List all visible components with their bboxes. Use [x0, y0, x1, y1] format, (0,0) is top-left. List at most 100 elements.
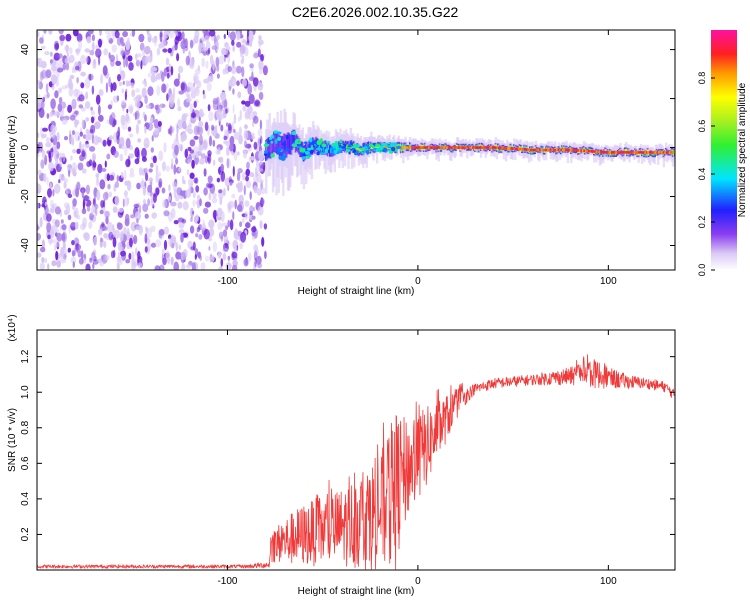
noise-blob: [244, 200, 250, 207]
noise-blob: [91, 160, 97, 171]
signal-halo: [310, 131, 314, 180]
noise-blob: [133, 234, 138, 245]
noise-blob: [40, 101, 45, 109]
noise-blob: [60, 246, 65, 258]
noise-blob: [204, 35, 210, 42]
noise-blob: [51, 84, 55, 91]
noise-blob: [102, 139, 107, 147]
noise-blob: [238, 194, 244, 205]
noise-blob: [202, 90, 205, 95]
signal-peak: [458, 146, 462, 149]
noise-blob: [213, 129, 217, 137]
noise-blob: [147, 72, 151, 78]
noise-blob: [125, 80, 129, 87]
signal-blob: [375, 148, 380, 152]
signal-blob: [361, 152, 365, 155]
noise-blob: [192, 210, 195, 215]
noise-blob: [98, 89, 104, 96]
noise-blob: [232, 165, 235, 177]
noise-blob: [204, 155, 208, 164]
signal-peak: [484, 146, 487, 149]
noise-blob: [84, 48, 91, 53]
signal-peak: [464, 146, 468, 149]
signal-peak: [525, 148, 529, 151]
noise-blob: [37, 183, 42, 194]
noise-blob: [180, 40, 186, 50]
signal-blob: [335, 144, 339, 150]
noise-blob: [228, 200, 235, 209]
noise-blob: [257, 82, 264, 91]
signal-trace: [263, 108, 675, 197]
noise-blob: [229, 219, 234, 231]
signal-blob: [310, 146, 314, 150]
noise-blob: [155, 73, 162, 80]
noise-blob: [237, 116, 241, 122]
noise-blob: [95, 94, 101, 105]
noise-blob: [84, 77, 91, 89]
noise-blob: [212, 241, 218, 252]
spectrogram-x-ticks: -100 0 100: [217, 30, 617, 287]
noise-blob: [173, 182, 178, 192]
noise-blob: [237, 91, 242, 99]
noise-blob: [85, 128, 90, 135]
noise-blob: [239, 242, 243, 250]
noise-blob: [228, 31, 231, 38]
noise-blob: [53, 202, 57, 210]
signal-peak: [575, 149, 579, 152]
noise-blob: [185, 55, 190, 66]
noise-blob: [260, 54, 264, 62]
noise-blob: [41, 133, 47, 138]
noise-blob: [163, 68, 167, 77]
noise-blob: [251, 226, 257, 233]
noise-blob: [80, 71, 86, 77]
signal-peak: [420, 146, 423, 149]
signal-blob: [386, 144, 391, 148]
noise-blob: [185, 97, 192, 103]
noise-blob: [89, 49, 95, 56]
signal-peak: [507, 147, 510, 150]
noise-blob: [108, 37, 114, 44]
noise-blob: [205, 41, 211, 50]
noise-blob: [126, 37, 130, 45]
noise-blob: [204, 121, 209, 132]
noise-blob: [125, 138, 131, 149]
noise-blob: [114, 181, 119, 189]
noise-blob: [154, 265, 161, 270]
noise-blob: [172, 45, 178, 51]
noise-blob: [136, 182, 141, 190]
noise-blob: [249, 191, 252, 200]
noise-blob: [206, 82, 212, 92]
noise-scatter: [37, 30, 268, 270]
noise-blob: [127, 126, 132, 132]
noise-blob: [99, 179, 106, 190]
signal-peak: [456, 146, 460, 149]
signal-peak: [537, 148, 541, 152]
signal-peak: [412, 146, 416, 149]
snr-x-label: Height of straight line (km): [298, 586, 415, 597]
signal-blob: [349, 141, 353, 146]
signal-halo: [494, 136, 498, 148]
noise-blob: [125, 113, 130, 123]
noise-blob: [48, 151, 52, 159]
noise-blob: [136, 150, 140, 161]
noise-blob: [75, 61, 78, 68]
noise-blob: [216, 109, 222, 120]
noise-blob: [124, 146, 128, 156]
signal-peak: [552, 148, 556, 152]
signal-peak: [654, 151, 658, 154]
noise-blob: [67, 247, 71, 253]
noise-blob: [147, 243, 152, 251]
noise-blob: [146, 227, 152, 239]
noise-blob: [258, 35, 262, 41]
noise-blob: [244, 210, 248, 221]
signal-blob: [352, 149, 357, 153]
noise-blob: [104, 173, 108, 182]
noise-blob: [187, 81, 194, 90]
noise-blob: [207, 150, 212, 157]
noise-blob: [154, 38, 157, 47]
noise-blob: [220, 91, 227, 102]
noise-blob: [237, 151, 240, 156]
noise-blob: [175, 251, 182, 260]
signal-peak: [354, 147, 358, 150]
signal-peak: [610, 151, 614, 154]
